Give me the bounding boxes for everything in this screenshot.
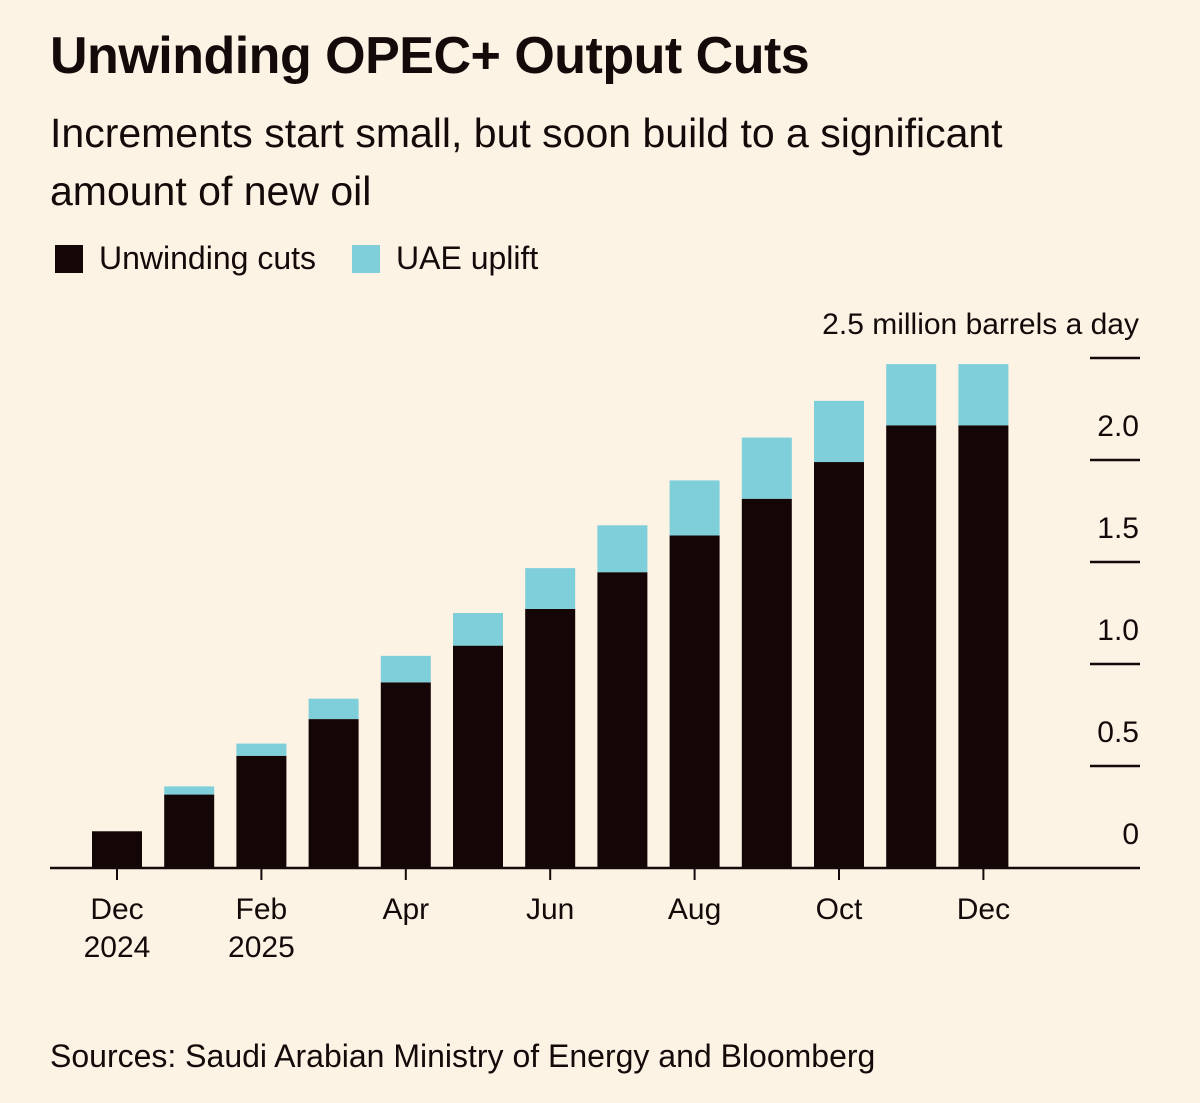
legend-swatch (352, 244, 380, 273)
source-note: Sources: Saudi Arabian Ministry of Energ… (50, 1038, 876, 1074)
y-tick-label: 1.0 (1097, 614, 1139, 647)
bar-unwinding-cuts (958, 425, 1009, 868)
y-tick-label: 2.5 million barrels a day (822, 308, 1139, 341)
bar-uae-uplift (814, 400, 864, 463)
y-tick-label: 0.5 (1097, 716, 1139, 749)
x-tick-label: Feb (236, 893, 288, 926)
bar-uae-uplift (164, 786, 215, 795)
bar-unwinding-cuts (669, 535, 720, 868)
bar-unwinding-cuts (814, 462, 864, 868)
chart-subtitle: Increments start small, but soon build t… (50, 110, 1003, 214)
bar-uae-uplift (597, 525, 648, 573)
bar-unwinding-cuts (741, 498, 792, 868)
bar-uae-uplift (669, 480, 720, 536)
bar-unwinding-cuts (308, 719, 359, 868)
bar-unwinding-cuts (380, 682, 431, 868)
bar-unwinding-cuts (597, 572, 648, 868)
x-tick-label: Dec (90, 893, 143, 926)
x-tick-label: Dec (957, 893, 1010, 926)
bar-unwinding-cuts (525, 608, 576, 868)
bar-uae-uplift (453, 613, 503, 646)
y-tick-label: 0 (1122, 818, 1139, 851)
bar-uae-uplift (741, 437, 792, 499)
x-tick-label: Jun (526, 893, 574, 926)
x-tick-label-year: 2025 (228, 931, 295, 964)
bar-uae-uplift (958, 364, 1009, 426)
y-tick-label: 1.5 (1097, 512, 1139, 545)
bar-uae-uplift (380, 655, 431, 683)
x-tick-label: Apr (382, 893, 429, 926)
legend-label: UAE uplift (396, 240, 539, 276)
x-tick-label: Aug (668, 893, 721, 926)
x-tick-label-year: 2024 (84, 931, 151, 964)
bar-uae-uplift (308, 698, 359, 720)
bar-unwinding-cuts (236, 755, 287, 868)
legend-item-unwinding-cuts: Unwinding cuts (55, 240, 316, 277)
bar-uae-uplift (886, 364, 937, 426)
bar-unwinding-cuts (92, 831, 142, 868)
y-tick-label: 2.0 (1097, 410, 1139, 443)
chart-title: Unwinding OPEC+ Output Cuts (50, 27, 810, 85)
bar-unwinding-cuts (164, 794, 215, 868)
legend: Unwinding cuts UAE uplift (55, 240, 574, 277)
bar-uae-uplift (236, 743, 287, 756)
legend-label: Unwinding cuts (99, 240, 316, 276)
x-tick-label: Oct (816, 893, 863, 926)
bar-unwinding-cuts (886, 425, 937, 868)
bar-uae-uplift (525, 568, 576, 609)
legend-item-uae-uplift: UAE uplift (352, 240, 538, 277)
legend-swatch (55, 244, 83, 273)
bar-unwinding-cuts (453, 645, 503, 868)
